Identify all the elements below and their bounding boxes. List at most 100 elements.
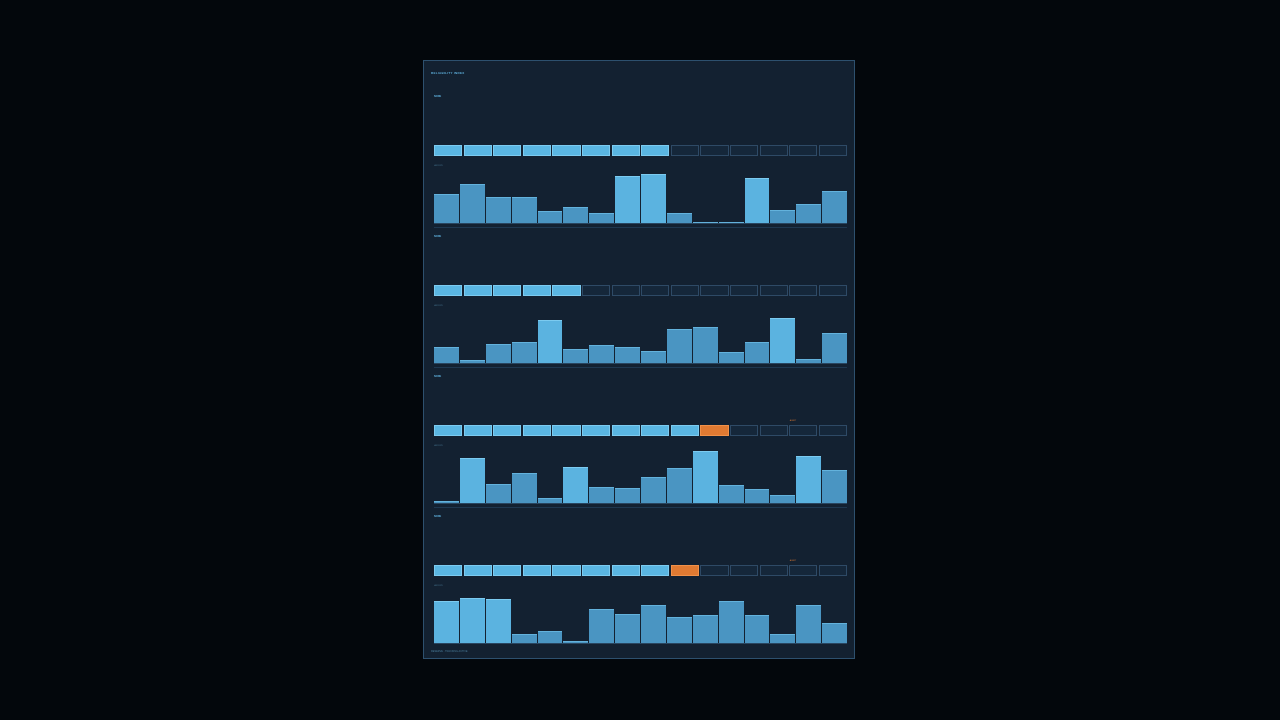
meter-segment (700, 425, 729, 436)
alert-label: ALERT (789, 560, 797, 562)
meter-segment (611, 425, 640, 436)
meter-segment (789, 565, 818, 576)
bar (485, 484, 511, 503)
meter-segment (434, 145, 463, 156)
meter-segment (582, 425, 611, 436)
bar (589, 345, 615, 363)
bar (770, 209, 796, 223)
bar (718, 351, 744, 363)
bar (589, 486, 615, 503)
meter-segment (611, 145, 640, 156)
bar-chart (434, 167, 847, 223)
meter-segment (670, 285, 699, 296)
bar (666, 212, 692, 223)
meter-segment (582, 565, 611, 576)
meter-segment (522, 565, 551, 576)
reliability-panel: RELIABILITY INDEX NODE HISTORY NODE HISTORY… (423, 60, 855, 659)
bar (692, 221, 718, 223)
meter-segment (493, 285, 522, 296)
bar (666, 329, 692, 363)
bar (822, 333, 847, 363)
bar (615, 346, 640, 363)
meter-segment (641, 565, 670, 576)
meter-segment (759, 565, 788, 576)
section-label: NODE (434, 375, 442, 378)
bar (796, 358, 822, 363)
bar (589, 212, 615, 223)
bar (434, 346, 459, 363)
bar (770, 494, 796, 503)
meter-segment (730, 425, 759, 436)
segment-meter (434, 425, 847, 436)
bar (511, 197, 537, 223)
bars-label: HISTORY (434, 585, 443, 587)
bar (459, 359, 485, 363)
bar-baseline (434, 643, 847, 644)
meter-segment (670, 565, 699, 576)
bar (822, 470, 847, 503)
bar-chart (434, 307, 847, 363)
meter-segment (641, 285, 670, 296)
meter-segment (700, 565, 729, 576)
meter-segment (463, 285, 492, 296)
chart-section: NODE ALERT HISTORY (434, 515, 847, 655)
meter-segment (434, 425, 463, 436)
section-divider (434, 227, 847, 228)
bar (666, 467, 692, 503)
bar (796, 204, 822, 223)
bar (666, 617, 692, 643)
bar (434, 600, 459, 643)
bar (796, 604, 822, 643)
bar (718, 600, 744, 643)
bar (744, 488, 770, 503)
section-label: NODE (434, 515, 442, 518)
bar-baseline (434, 363, 847, 364)
meter-segment (611, 565, 640, 576)
meter-segment (552, 145, 581, 156)
meter-segment (818, 145, 847, 156)
meter-segment (789, 425, 818, 436)
panel-footer: RESERVE · TRACKING ACTIVE (431, 650, 468, 653)
bar (692, 615, 718, 643)
section-divider (434, 367, 847, 368)
bar (434, 194, 459, 223)
bar (563, 348, 589, 363)
meter-segment (552, 425, 581, 436)
bar (537, 630, 563, 643)
bar (615, 487, 640, 503)
bar (563, 206, 589, 223)
meter-segment (730, 145, 759, 156)
bar (692, 326, 718, 363)
bar (537, 210, 563, 223)
bar (744, 615, 770, 643)
meter-segment (552, 285, 581, 296)
bar (485, 344, 511, 363)
segment-meter (434, 145, 847, 156)
meter-segment (463, 425, 492, 436)
bar (563, 466, 589, 503)
meter-segment (789, 285, 818, 296)
meter-segment (789, 145, 818, 156)
panel-title: RELIABILITY INDEX (431, 71, 465, 75)
bar (511, 633, 537, 643)
section-label: NODE (434, 235, 442, 238)
bar (511, 473, 537, 503)
alert-label: ALERT (789, 420, 797, 422)
meter-segment (493, 145, 522, 156)
meter-segment (759, 145, 788, 156)
bar (459, 183, 485, 223)
meter-segment (818, 285, 847, 296)
bar (744, 177, 770, 223)
bar-chart (434, 447, 847, 503)
bar (589, 609, 615, 643)
bar (641, 604, 666, 643)
bar-chart (434, 587, 847, 643)
bar (770, 633, 796, 643)
meter-segment (493, 425, 522, 436)
meter-segment (818, 425, 847, 436)
section-label: NODE (434, 95, 442, 98)
meter-segment (582, 285, 611, 296)
meter-segment (522, 285, 551, 296)
segment-meter (434, 565, 847, 576)
bar (796, 455, 822, 503)
